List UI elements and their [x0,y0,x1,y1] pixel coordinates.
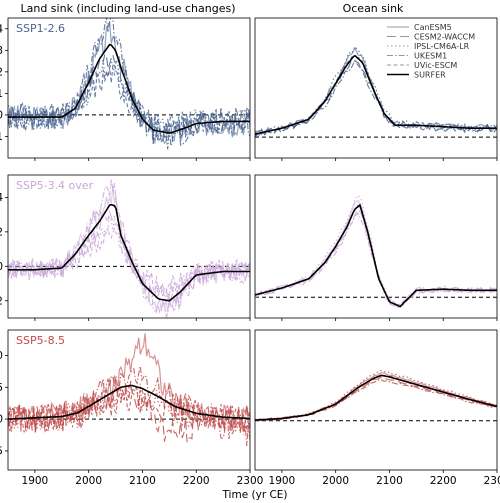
model-lines [255,45,497,138]
surfer-line [8,43,250,135]
x-tick-label: 2100 [376,475,403,487]
panel-frame [7,17,251,159]
legend-label: IPSL-CM6A-LR [414,42,470,51]
x-tick-label: 2000 [75,475,102,487]
y-tick-label: 5 [0,382,3,394]
x-tick-label: 1900 [22,475,49,487]
y-tick-label: 10 [0,350,3,362]
surfer-line [8,203,250,302]
panel-frame [7,174,251,319]
model-line [255,208,497,309]
x-tick-label: 2300 [237,475,264,487]
legend-label: SURFER [414,71,446,80]
panel-ocean-0: CanESM5CESM2-WACCMIPSL-CM6A-LRUKESM1UVic… [254,17,498,161]
model-line [8,365,250,447]
legend-label: UKESM1 [414,52,447,61]
x-tick-label: 2200 [183,475,210,487]
model-lines [8,178,250,318]
y-tick-label: 4 [0,192,3,204]
panel-frame [254,17,498,159]
y-tick-label: 0 [0,261,3,273]
model-line [8,53,250,143]
y-tick-label: -1 [0,131,3,143]
model-line [255,194,497,307]
y-tick-label: 2 [0,66,3,78]
scenario-label: SSP1-2.6 [16,22,65,35]
y-tick-label: 2 [0,226,3,238]
panel-land-1: -2024PgC yr⁻¹SSP5-3.4 over [0,174,251,321]
y-tick-label: 1 [0,88,3,100]
surfer-line [8,384,250,420]
panel-ocean-2: 1900 2000 2100 2200 2300 [254,329,500,487]
panel-frame [254,329,498,471]
surfer-line [255,54,497,135]
panels-group: -101234PgC yr⁻¹SSP1-2.6CanESM5CESM2-WACC… [0,17,500,487]
x-tick-label: 2200 [430,475,457,487]
y-tick-label: 4 [0,23,3,35]
legend-label: CESM2-WACCM [414,33,475,42]
x-tick-label: 2000 [322,475,349,487]
x-axis-label: Time (yr CE) [221,489,287,501]
model-line [255,45,497,135]
model-line [8,386,250,433]
x-tick-label: 2300 [484,475,500,487]
x-tick-label: 2100 [129,475,156,487]
legend: CanESM5CESM2-WACCMIPSL-CM6A-LRUKESM1UVic… [387,23,475,80]
legend-label: CanESM5 [414,23,452,32]
y-tick-label: 3 [0,45,3,57]
model-line [8,225,250,296]
model-lines [255,194,497,309]
land-column-title: Land sink (including land-use changes) [20,2,235,15]
x-tick-label: 1900 [269,475,296,487]
model-lines [8,333,250,447]
panel-frame [254,174,498,319]
model-line [255,202,497,309]
y-tick-label: -2 [0,295,3,307]
model-line [8,178,250,318]
panel-ocean-1 [254,174,498,321]
legend-label: UVic-ESCM [414,61,457,70]
model-line [255,59,497,138]
scenario-label: SSP5-8.5 [16,334,65,347]
y-tick-label: 0 [0,414,3,426]
surfer-line [255,374,497,421]
model-line [8,185,250,313]
surfer-line [255,203,497,308]
model-lines [8,18,250,150]
y-tick-label: 0 [0,109,3,121]
ocean-column-title: Ocean sink [343,2,404,15]
y-tick-label: -5 [0,445,3,457]
scenario-label: SSP5-3.4 over [16,179,94,192]
model-line [8,63,250,139]
panel-land-0: -101234PgC yr⁻¹SSP1-2.6 [0,17,251,161]
model-line [255,212,497,306]
model-line [255,378,497,422]
panel-frame [7,329,251,471]
